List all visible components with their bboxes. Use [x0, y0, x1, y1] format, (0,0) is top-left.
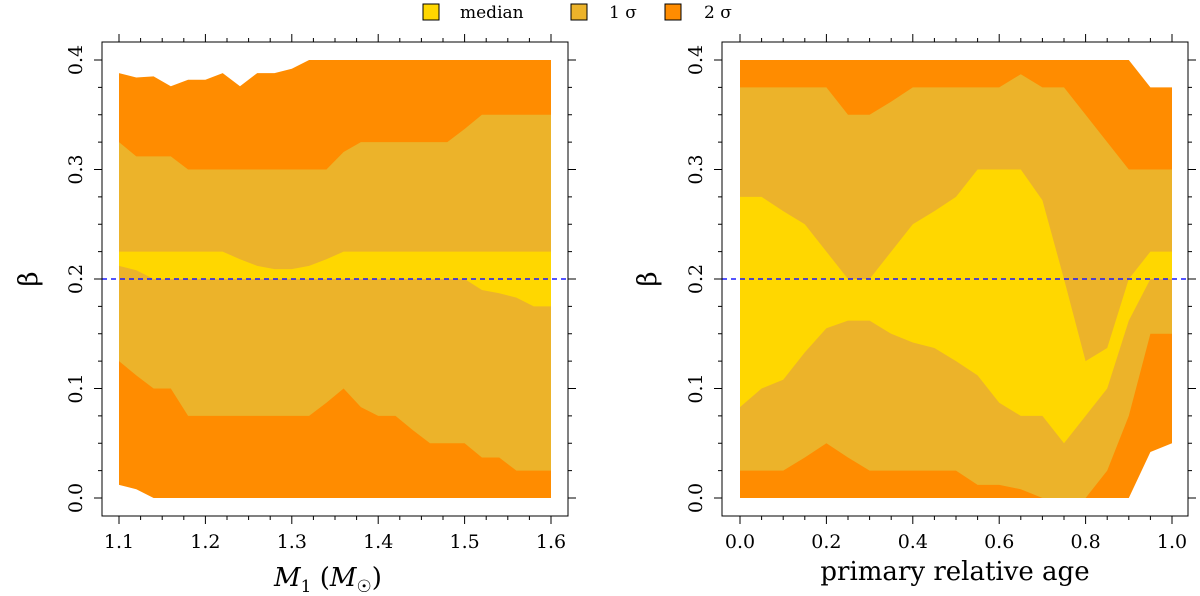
y-tick-label-mass: 0.0 [65, 483, 87, 513]
y-tick-label-age: 0.1 [685, 373, 707, 403]
legend-item-2sigma: 2 σ [664, 3, 732, 23]
ticks-age: 0.0 0.2 0.4 0.6 0.8 1.0 0.0 0.1 0.2 0.3 0.4 [685, 34, 1196, 553]
legend: median 1 σ 2 σ [422, 3, 732, 23]
x-tick-label-mass: 1.5 [449, 531, 479, 553]
legend-swatch-2sigma [664, 3, 682, 21]
band-median-age [740, 169, 1172, 444]
x-tick-label-age: 1.0 [1157, 531, 1187, 553]
x-tick-label-age: 0.8 [1070, 531, 1100, 553]
x-axis-label-mass: M1 (M☉) [273, 563, 382, 596]
legend-label-2sigma: 2 σ [704, 3, 732, 23]
y-tick-label-age: 0.2 [685, 264, 707, 294]
x-axis-label-mass-close: ) [372, 563, 382, 593]
x-axis-label-mass-open: ( [312, 563, 330, 593]
y-tick-label-mass: 0.4 [65, 45, 87, 75]
y-tick-label-mass: 0.3 [65, 154, 87, 184]
legend-swatch-1sigma [570, 3, 588, 21]
x-axis-label-mass-subscript: 1 [301, 577, 312, 596]
y-tick-label-age: 0.4 [685, 45, 707, 75]
x-tick-label-age: 0.2 [811, 531, 841, 553]
chart-panel-mass: 1.1 1.2 1.3 1.4 1.5 1.6 0.0 0.1 0.2 0.3 0.4 β M1 (… [14, 34, 576, 596]
legend-label-median: median [460, 3, 524, 23]
x-axis-label-mass-unit: M [329, 563, 358, 593]
chart-panel-age: 0.0 0.2 0.4 0.6 0.8 1.0 0.0 0.1 0.2 0.3 0.4 β prim… [633, 34, 1196, 587]
legend-label-1sigma: 1 σ [609, 3, 637, 23]
y-tick-label-mass: 0.2 [65, 264, 87, 294]
x-tick-label-age: 0.4 [898, 531, 928, 553]
y-tick-label-age: 0.3 [685, 154, 707, 184]
x-axis-label-age: primary relative age [820, 557, 1089, 587]
y-axis-label-age: β [633, 271, 663, 286]
x-tick-label-mass: 1.4 [363, 531, 393, 553]
legend-item-1sigma: 1 σ [570, 3, 637, 23]
x-tick-label-mass: 1.1 [104, 531, 134, 553]
x-tick-label-mass: 1.3 [277, 531, 307, 553]
x-axis-label-mass-symbol: M [273, 563, 302, 593]
ticks-mass: 1.1 1.2 1.3 1.4 1.5 1.6 0.0 0.1 0.2 0.3 0.4 [65, 34, 576, 553]
y-axis-label-mass: β [14, 271, 44, 286]
legend-swatch-median [422, 3, 440, 21]
y-tick-label-age: 0.0 [685, 483, 707, 513]
y-tick-label-mass: 0.1 [65, 373, 87, 403]
x-axis-label-mass-sun: ☉ [357, 577, 372, 596]
x-tick-label-age: 0.6 [984, 531, 1014, 553]
x-tick-label-mass: 1.2 [190, 531, 220, 553]
bands-mass [119, 60, 551, 498]
band-1sigma-mass [119, 114, 551, 471]
x-tick-label-age: 0.0 [725, 531, 755, 553]
legend-item-median: median [422, 3, 524, 23]
x-tick-label-mass: 1.6 [536, 531, 566, 553]
band-median-mass [119, 251, 551, 307]
